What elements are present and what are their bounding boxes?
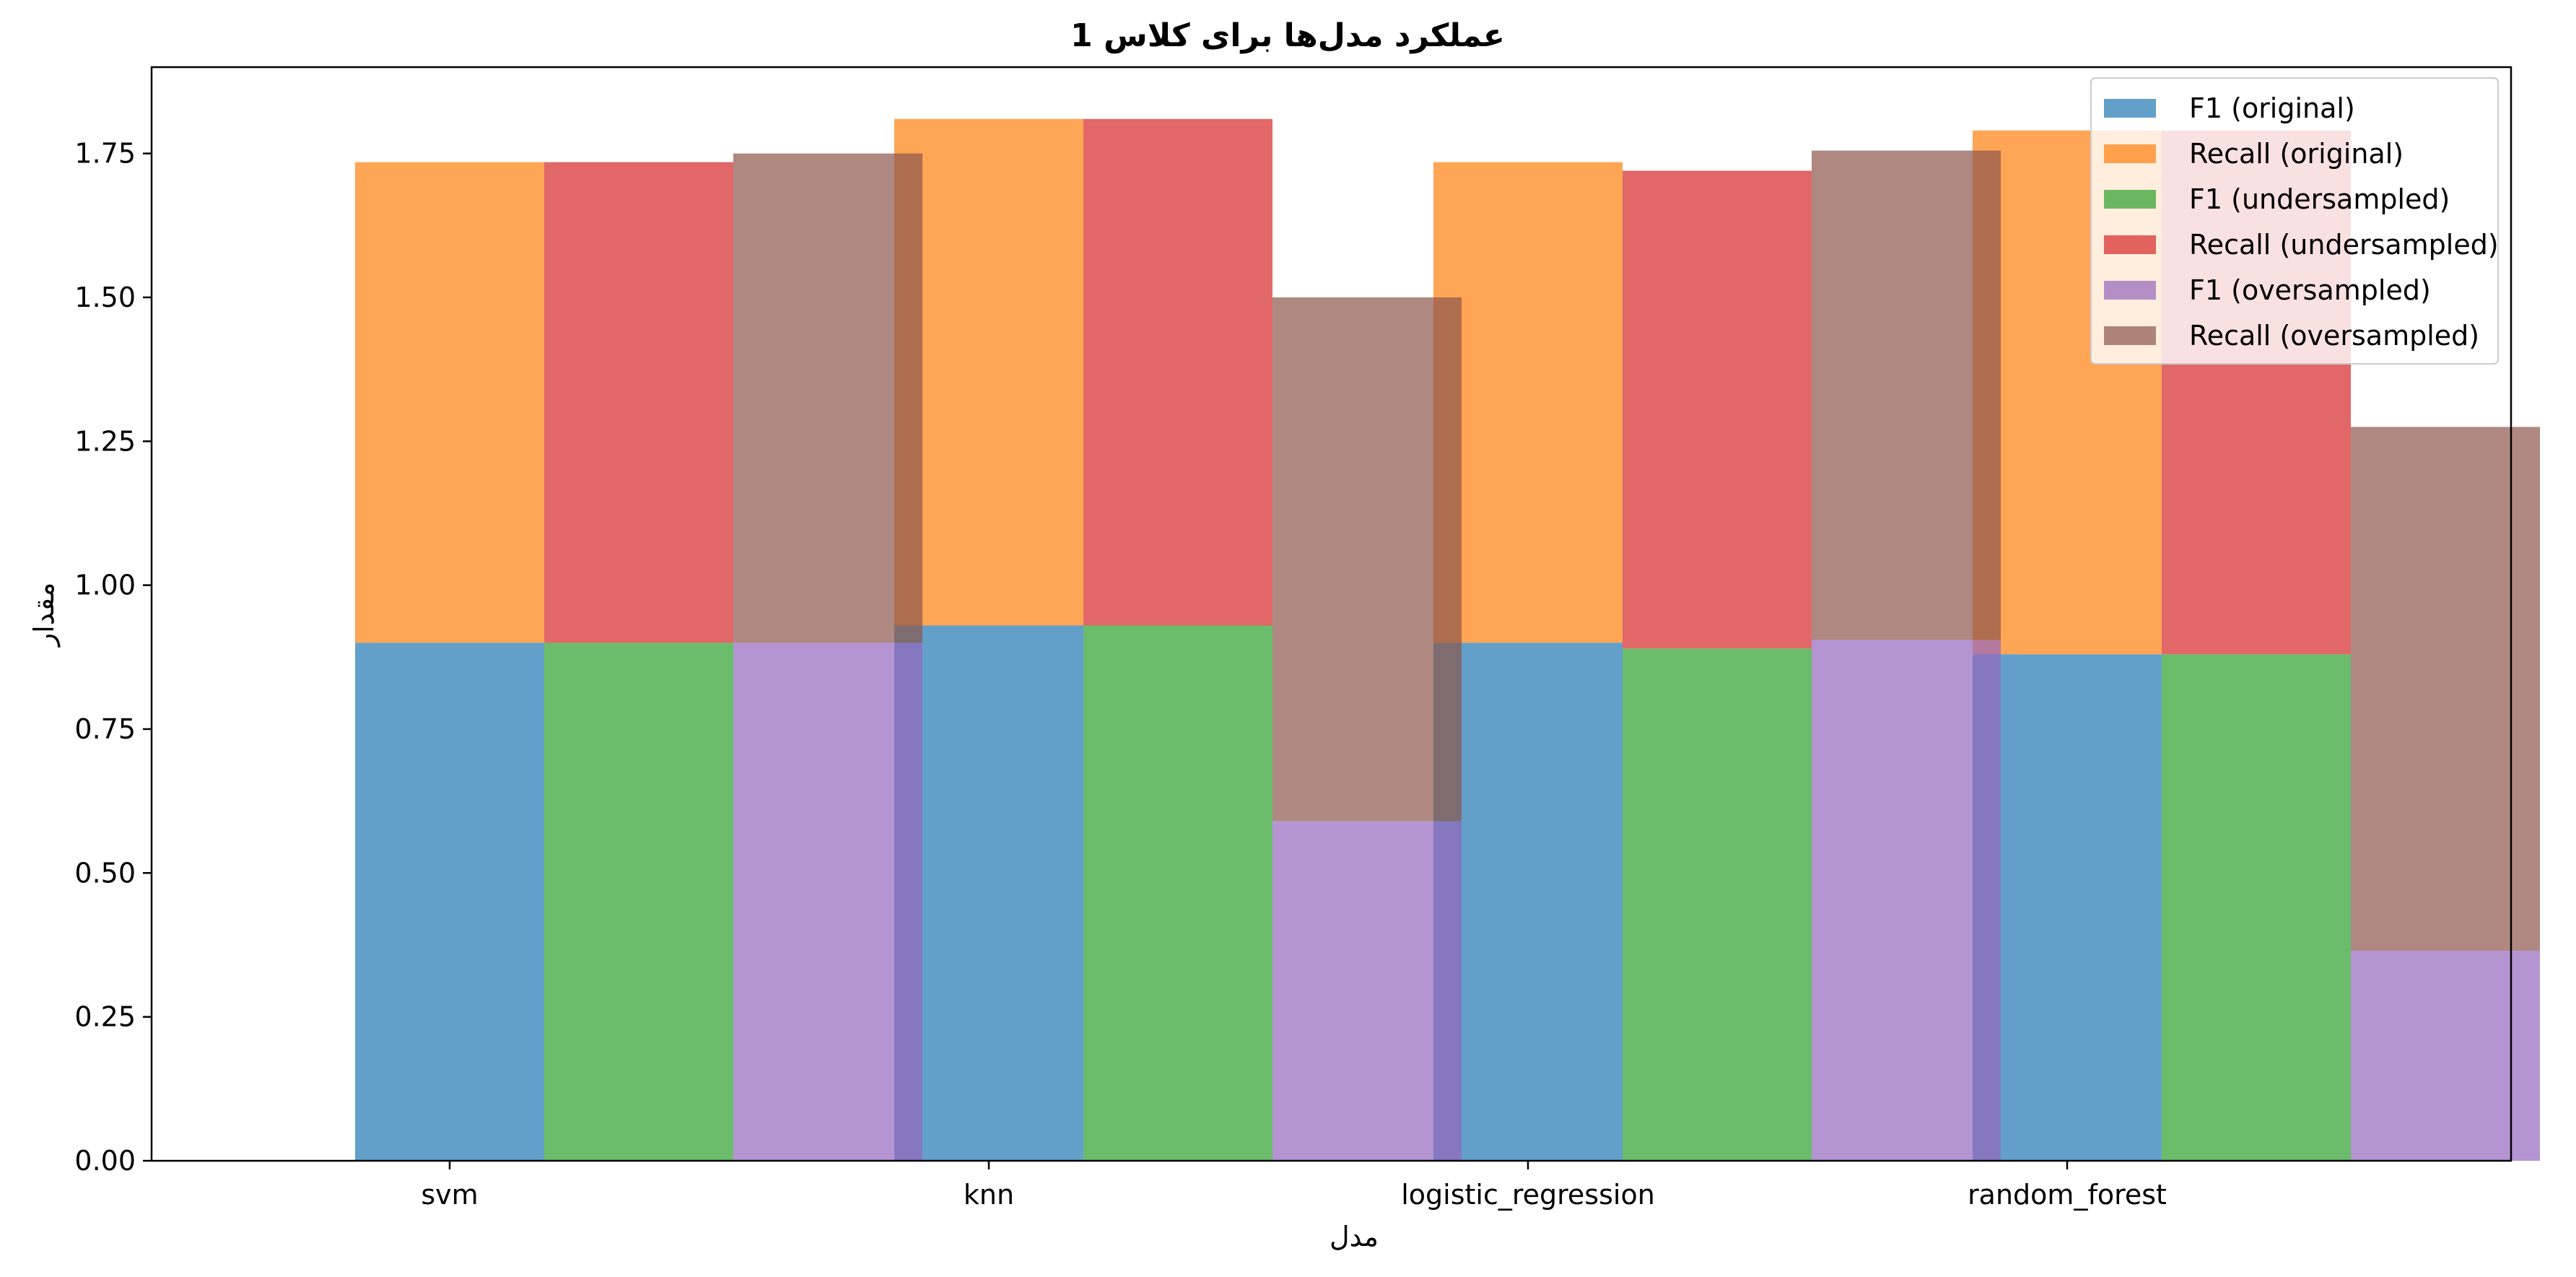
y-tick-label-4: 1.00 xyxy=(74,570,136,601)
y-tick-label-2: 0.50 xyxy=(74,857,136,889)
bar-1-1 xyxy=(894,118,1083,626)
bar-4-2 xyxy=(1812,640,2001,1161)
y-axis: 0.00 0.25 0.50 0.75 1.00 1.25 1.50 1.75 xyxy=(74,138,152,1177)
bar-3-2 xyxy=(1623,170,1812,649)
legend-label-3: Recall (undersampled) xyxy=(2189,229,2499,261)
bar-4-0 xyxy=(733,642,922,1161)
plot-frame xyxy=(150,66,2512,1162)
x-tick-label-3: random_forest xyxy=(1968,1179,2167,1211)
bar-2-0 xyxy=(544,642,733,1161)
bar-0-2 xyxy=(1433,642,1623,1161)
bar-1-0 xyxy=(355,162,544,643)
legend-label-0: F1 (original) xyxy=(2189,92,2355,124)
bar-1-2 xyxy=(1433,162,1623,643)
legend-box xyxy=(2090,77,2499,365)
bar-4-1 xyxy=(1272,821,1462,1161)
x-tick-label-0: svm xyxy=(421,1179,478,1211)
x-tick-label-1: knn xyxy=(964,1179,1014,1211)
legend-label-1: Recall (original) xyxy=(2189,138,2403,170)
y-tick-label-0: 0.00 xyxy=(74,1145,136,1177)
bar-4-3 xyxy=(2351,951,2540,1161)
legend-label-4: F1 (oversampled) xyxy=(2189,274,2431,306)
bar-0-3 xyxy=(1973,654,2162,1161)
x-axis-label: مدل xyxy=(1330,1221,1379,1252)
legend-swatch-4 xyxy=(2104,281,2156,300)
legend-swatch-1 xyxy=(2104,144,2156,163)
y-axis-label: مقدار xyxy=(28,583,60,648)
legend-label-2: F1 (undersampled) xyxy=(2189,183,2450,215)
bar-5-1 xyxy=(1272,297,1462,821)
x-tick-label-2: logistic_regression xyxy=(1401,1179,1655,1211)
legend-swatch-2 xyxy=(2104,190,2156,209)
y-tick-label-6: 1.50 xyxy=(74,282,136,313)
legend-swatch-5 xyxy=(2104,326,2156,345)
bar-0-0 xyxy=(355,642,544,1161)
y-tick-label-1: 0.25 xyxy=(74,1001,136,1033)
y-tick-label-7: 1.75 xyxy=(74,138,136,170)
bar-2-2 xyxy=(1623,648,1812,1161)
y-tick-label-3: 0.75 xyxy=(74,713,136,745)
bar-3-1 xyxy=(1083,118,1272,626)
y-tick-label-5: 1.25 xyxy=(74,425,136,457)
bar-5-0 xyxy=(733,153,922,643)
bar-2-1 xyxy=(1083,625,1272,1161)
x-axis: svm knn logistic_regression random_forest xyxy=(421,1161,2167,1211)
bar-2-3 xyxy=(2162,654,2351,1161)
legend-swatch-3 xyxy=(2104,235,2156,254)
bars-group xyxy=(355,118,2540,1161)
chart-title: عملکرد مدل‌ها برای کلاس 1 xyxy=(1070,17,1505,54)
bar-5-2 xyxy=(1812,150,2001,640)
legend-label-5: Recall (oversampled) xyxy=(2189,320,2479,352)
bar-3-0 xyxy=(544,162,733,643)
bar-5-3 xyxy=(2351,427,2540,951)
bar-0-1 xyxy=(894,625,1083,1161)
legend-swatch-0 xyxy=(2104,99,2156,118)
legend: F1 (original) Recall (original) F1 (unders… xyxy=(2090,77,2499,365)
